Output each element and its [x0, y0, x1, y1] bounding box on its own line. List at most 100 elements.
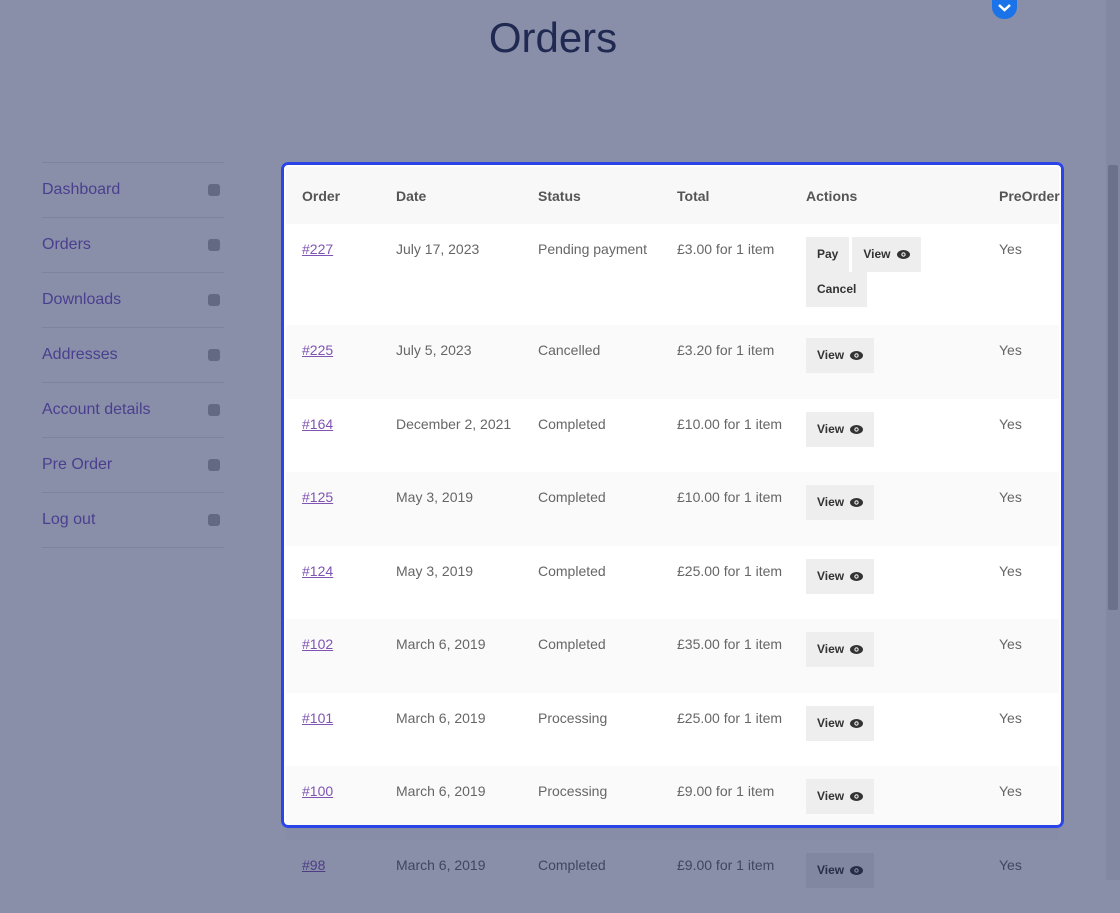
button-label[interactable]: View — [817, 422, 844, 436]
dropdown-badge[interactable] — [992, 0, 1017, 19]
button-label[interactable]: View — [863, 247, 890, 261]
nav-label[interactable]: Log out — [42, 511, 95, 528]
nav-label[interactable]: Downloads — [42, 291, 121, 308]
order-cell: #101 — [286, 693, 380, 767]
nav-icon — [206, 182, 222, 198]
nav-item[interactable]: Account details — [42, 383, 224, 438]
button-label[interactable]: View — [817, 642, 844, 656]
actions-cell: View — [790, 766, 983, 840]
status-cell: Pending payment — [522, 224, 661, 325]
date-cell: March 6, 2019 — [380, 693, 522, 767]
column-header: Status — [522, 167, 661, 224]
account-nav: Dashboard Orders Downloads Addresses Account… — [42, 162, 224, 548]
action-button[interactable]: View — [806, 338, 874, 373]
nav-item[interactable]: Log out — [42, 493, 224, 548]
nav-label[interactable]: Orders — [42, 236, 91, 253]
status-cell: Cancelled — [522, 325, 661, 399]
order-link[interactable]: #101 — [302, 710, 333, 726]
status-cell: Completed — [522, 399, 661, 473]
action-button[interactable]: View — [806, 706, 874, 741]
button-label[interactable]: View — [817, 348, 844, 362]
date-cell: May 3, 2019 — [380, 546, 522, 620]
action-button[interactable]: View — [806, 559, 874, 594]
button-label[interactable]: Pay — [817, 247, 838, 261]
button-label[interactable]: Cancel — [817, 282, 856, 296]
eye-icon — [897, 250, 910, 259]
actions-cell: View — [790, 399, 983, 473]
date-cell: December 2, 2021 — [380, 399, 522, 473]
column-header: PreOrder — [983, 167, 1059, 224]
order-cell: #100 — [286, 766, 380, 840]
preorder-cell: Yes — [983, 472, 1059, 546]
actions-cell: View — [790, 325, 983, 399]
order-link[interactable]: #164 — [302, 416, 333, 432]
total-cell: £25.00 for 1 item — [661, 693, 790, 767]
nav-label[interactable]: Dashboard — [42, 181, 120, 198]
order-cell: #227 — [286, 224, 380, 325]
nav-label[interactable]: Addresses — [42, 346, 118, 363]
order-link[interactable]: #227 — [302, 241, 333, 257]
button-label[interactable]: View — [817, 495, 844, 509]
action-button[interactable]: Pay — [806, 237, 849, 272]
action-button[interactable]: Cancel — [806, 272, 867, 307]
preorder-cell: Yes — [983, 399, 1059, 473]
action-button[interactable]: View — [806, 779, 874, 814]
nav-item[interactable]: Orders — [42, 218, 224, 273]
order-link[interactable]: #102 — [302, 636, 333, 652]
button-label[interactable]: View — [817, 789, 844, 803]
actions-cell: View — [790, 693, 983, 767]
action-button[interactable]: View — [806, 853, 874, 888]
total-cell: £9.00 for 1 item — [661, 766, 790, 840]
total-cell: £9.00 for 1 item — [661, 840, 790, 913]
page: Orders Dashboard Orders Downloads Addresses… — [0, 0, 1120, 880]
order-link[interactable]: #98 — [302, 857, 325, 873]
button-label[interactable]: View — [817, 716, 844, 730]
order-cell: #98 — [286, 840, 380, 913]
actions-cell: View — [790, 619, 983, 693]
nav-item[interactable]: Addresses — [42, 328, 224, 383]
order-link[interactable]: #125 — [302, 489, 333, 505]
status-cell: Completed — [522, 619, 661, 693]
preorder-cell: Yes — [983, 619, 1059, 693]
eye-icon — [850, 351, 863, 360]
order-link[interactable]: #225 — [302, 342, 333, 358]
order-link[interactable]: #124 — [302, 563, 333, 579]
order-cell: #225 — [286, 325, 380, 399]
date-cell: July 17, 2023 — [380, 224, 522, 325]
nav-icon — [206, 237, 222, 253]
date-cell: May 3, 2019 — [380, 472, 522, 546]
preorder-cell: Yes — [983, 840, 1059, 913]
action-button[interactable]: View — [806, 412, 874, 447]
action-button[interactable]: View — [806, 632, 874, 667]
preorder-cell: Yes — [983, 224, 1059, 325]
button-label[interactable]: View — [817, 569, 844, 583]
status-cell: Completed — [522, 840, 661, 913]
nav-item[interactable]: Pre Order — [42, 438, 224, 493]
total-cell: £10.00 for 1 item — [661, 472, 790, 546]
order-cell: #125 — [286, 472, 380, 546]
nav-label[interactable]: Account details — [42, 401, 151, 418]
nav-item[interactable]: Dashboard — [42, 163, 224, 218]
order-link[interactable]: #100 — [302, 783, 333, 799]
nav-item[interactable]: Downloads — [42, 273, 224, 328]
status-cell: Completed — [522, 546, 661, 620]
eye-icon — [850, 719, 863, 728]
nav-label[interactable]: Pre Order — [42, 456, 112, 473]
order-cell: #164 — [286, 399, 380, 473]
status-cell: Completed — [522, 472, 661, 546]
scroll-thumb[interactable] — [1108, 165, 1118, 610]
action-button[interactable]: View — [806, 485, 874, 520]
actions-cell: View — [790, 840, 983, 913]
column-header: Total — [661, 167, 790, 224]
button-label[interactable]: View — [817, 863, 844, 877]
action-button[interactable]: View — [852, 237, 920, 272]
